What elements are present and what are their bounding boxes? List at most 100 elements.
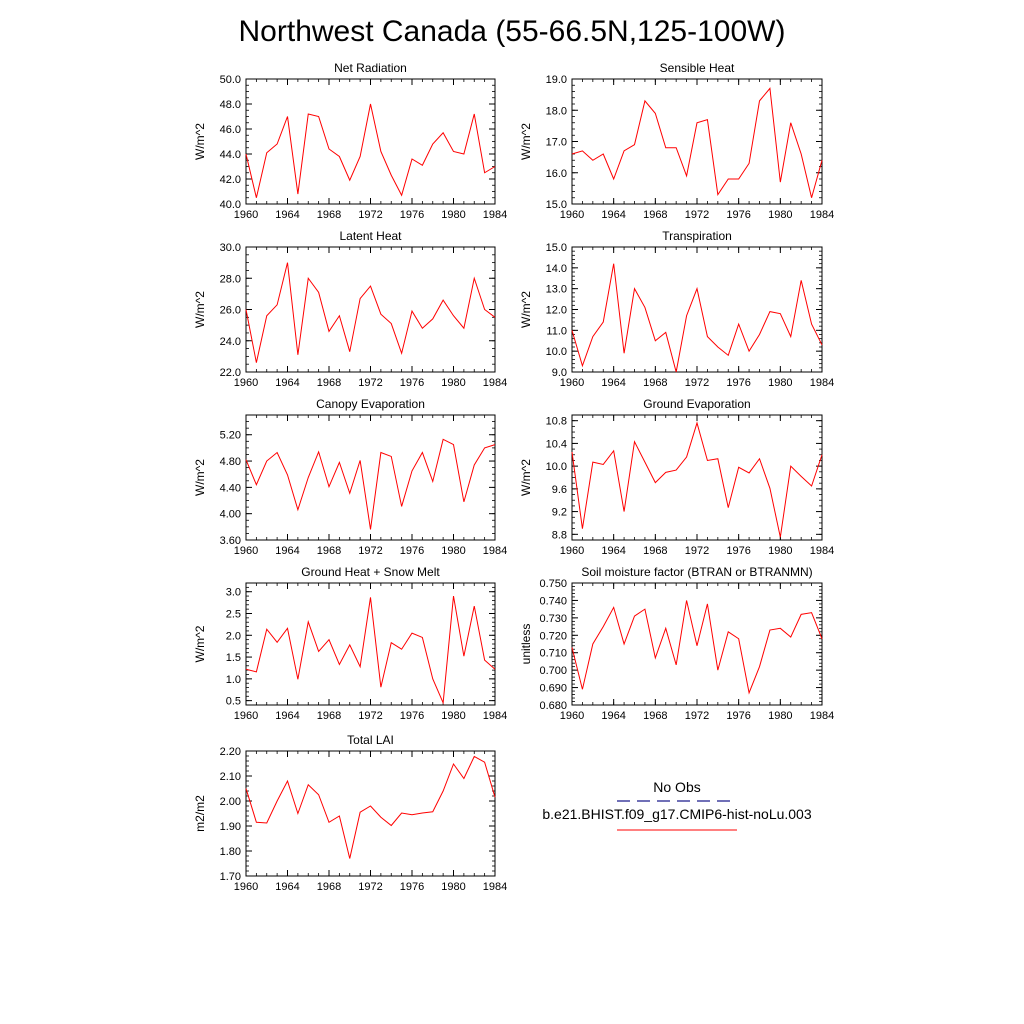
panel-title: Transpiration: [662, 229, 732, 243]
y-tick-label: 0.690: [539, 683, 567, 695]
x-tick-label: 1984: [483, 209, 507, 221]
y-tick-label: 44.0: [220, 149, 241, 161]
plot-frame: [245, 78, 496, 205]
y-tick-label: 4.40: [220, 482, 241, 494]
x-tick-label: 1960: [560, 377, 584, 389]
x-tick-label: 1976: [726, 710, 750, 722]
y-tick-label: 2.20: [220, 746, 241, 758]
y-tick-label: 0.750: [539, 578, 567, 590]
x-tick-label: 1984: [483, 377, 507, 389]
x-tick-label: 1976: [400, 377, 424, 389]
y-tick-label: 50.0: [220, 74, 241, 86]
series-line: [245, 262, 496, 363]
x-tick-label: 1972: [358, 377, 382, 389]
x-tick-label: 1976: [726, 209, 750, 221]
y-tick-label: 1.5: [226, 652, 241, 664]
y-tick-label: 22.0: [220, 367, 241, 379]
x-tick-label: 1960: [560, 209, 584, 221]
chart-panel-4: Transpiration W/m^2 1960 1964 1968 1972 1976 19…: [519, 229, 834, 389]
x-tick-label: 1984: [810, 209, 834, 221]
figure-title: Northwest Canada (55-66.5N,125-100W): [239, 15, 786, 48]
y-tick-label: 0.700: [539, 665, 567, 677]
y-axis-label: W/m^2: [193, 459, 207, 496]
x-tick-label: 1964: [601, 377, 625, 389]
y-tick-label: 10.4: [546, 438, 567, 450]
x-tick-label: 1984: [810, 710, 834, 722]
y-tick-label: 14.0: [546, 263, 567, 275]
x-tick-label: 1964: [601, 209, 625, 221]
plot-frame: [245, 246, 496, 373]
y-tick-label: 26.0: [220, 305, 241, 317]
y-axis-label: W/m^2: [519, 123, 533, 160]
y-tick-label: 8.8: [552, 529, 567, 541]
x-tick-label: 1960: [234, 545, 258, 557]
y-tick-label: 4.80: [220, 456, 241, 468]
y-tick-label: 10.0: [546, 346, 567, 358]
y-tick-label: 1.70: [220, 871, 241, 883]
series-line: [245, 755, 496, 859]
plot-frame: [571, 414, 823, 541]
y-tick-label: 19.0: [546, 74, 567, 86]
x-tick-label: 1984: [810, 545, 834, 557]
chart-panel-9: Total LAI m2/m2 1960 1964 1968 1972 1976 1980 19…: [193, 733, 507, 893]
x-tick-label: 1980: [768, 545, 792, 557]
panels: Net Radiation W/m^2 1960 1964 1968 1972 1976 19…: [193, 61, 834, 893]
y-axis-label: unitless: [519, 624, 533, 665]
y-axis-label: W/m^2: [193, 625, 207, 662]
y-tick-label: 9.0: [552, 367, 567, 379]
y-axis-label: W/m^2: [519, 459, 533, 496]
series-line: [245, 595, 496, 705]
y-tick-label: 2.10: [220, 771, 241, 783]
y-tick-label: 18.0: [546, 105, 567, 117]
legend-label-model: b.e21.BHIST.f09_g17.CMIP6-hist-noLu.003: [542, 806, 811, 822]
y-tick-label: 42.0: [220, 174, 241, 186]
y-tick-label: 16.0: [546, 168, 567, 180]
x-tick-label: 1984: [483, 545, 507, 557]
x-tick-label: 1976: [726, 377, 750, 389]
plot-frame: [571, 78, 823, 205]
x-tick-label: 1968: [643, 377, 667, 389]
panel-title: Ground Heat + Snow Melt: [301, 565, 440, 579]
x-tick-label: 1964: [275, 545, 299, 557]
y-tick-label: 1.80: [220, 846, 241, 858]
series-line: [571, 263, 823, 373]
panel-title: Canopy Evaporation: [316, 397, 425, 411]
series-line: [571, 600, 823, 695]
x-tick-label: 1976: [400, 881, 424, 893]
y-tick-label: 0.5: [226, 696, 241, 708]
y-tick-label: 15.0: [546, 199, 567, 211]
series-line: [245, 103, 496, 198]
x-tick-label: 1976: [400, 209, 424, 221]
panel-title: Latent Heat: [339, 229, 402, 243]
y-tick-label: 46.0: [220, 124, 241, 136]
x-tick-label: 1968: [643, 545, 667, 557]
x-tick-label: 1972: [685, 710, 709, 722]
series-line: [245, 438, 496, 530]
y-tick-label: 24.0: [220, 336, 241, 348]
y-tick-label: 2.0: [226, 630, 241, 642]
x-tick-label: 1980: [768, 377, 792, 389]
panel-title: Sensible Heat: [660, 61, 735, 75]
x-tick-label: 1984: [810, 377, 834, 389]
panel-title: Net Radiation: [334, 61, 407, 75]
x-tick-label: 1984: [483, 881, 507, 893]
y-tick-label: 17.0: [546, 137, 567, 149]
y-tick-label: 1.0: [226, 674, 241, 686]
y-tick-label: 2.00: [220, 796, 241, 808]
x-tick-label: 1960: [234, 881, 258, 893]
legend: No Obs b.e21.BHIST.f09_g17.CMIP6-hist-no…: [542, 779, 812, 831]
x-tick-label: 1972: [358, 545, 382, 557]
x-tick-label: 1968: [317, 881, 341, 893]
x-tick-label: 1980: [441, 545, 465, 557]
x-tick-label: 1972: [685, 545, 709, 557]
y-tick-label: 3.0: [226, 587, 241, 599]
x-tick-label: 1968: [317, 209, 341, 221]
x-tick-label: 1960: [234, 209, 258, 221]
chart-panel-5: Canopy Evaporation W/m^2 1960 1964 1968 1972 1…: [193, 397, 507, 557]
x-tick-label: 1980: [768, 209, 792, 221]
y-tick-label: 0.730: [539, 613, 567, 625]
y-tick-label: 13.0: [546, 284, 567, 296]
chart-panel-6: Ground Evaporation W/m^2 1960 1964 1968 1972 1…: [519, 397, 834, 557]
y-tick-label: 48.0: [220, 99, 241, 111]
